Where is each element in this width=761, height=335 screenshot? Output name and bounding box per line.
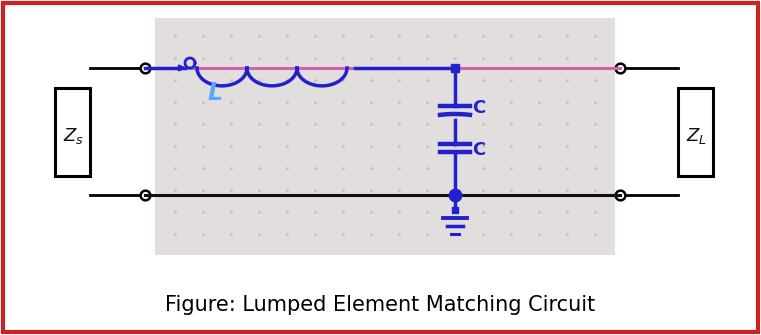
Text: C: C [472,99,486,117]
Text: $Z_L$: $Z_L$ [686,126,708,146]
Text: Figure: Lumped Element Matching Circuit: Figure: Lumped Element Matching Circuit [165,295,595,315]
Text: C: C [472,141,486,159]
Bar [677,88,712,176]
Bar [155,18,615,255]
Text: L: L [208,81,222,105]
Bar [55,88,90,176]
Text: $Z_s$: $Z_s$ [63,126,84,146]
